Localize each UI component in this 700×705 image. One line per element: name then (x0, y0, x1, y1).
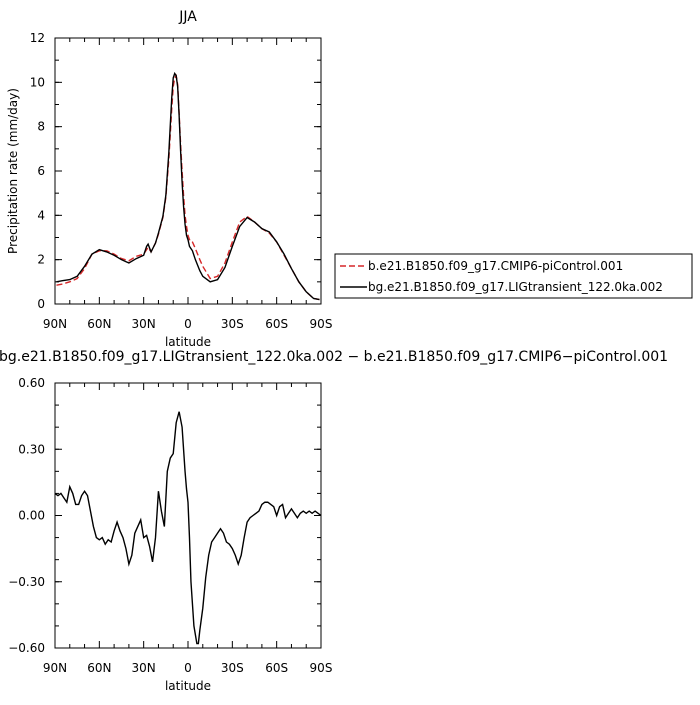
chart1-plot-frame (54, 37, 322, 305)
x-tick-label: 90N (43, 661, 67, 675)
y-tick-label: 0.60 (18, 376, 45, 390)
series-line-0 (56, 73, 320, 301)
chart2-series-group (54, 411, 322, 645)
y-tick-label: 4 (37, 208, 45, 222)
x-tick-label: 60S (265, 661, 288, 675)
x-tick-label: 90S (310, 317, 333, 331)
y-tick-label: 12 (30, 31, 45, 45)
precipitation-chart: JJA 90N 60N 30N 0 30S 60S 90S 0 2 4 6 8 10 12 Precipi… (6, 9, 693, 349)
chart1-ticks: 90N 60N 30N 0 30S 60S 90S 0 2 4 6 8 10 12 (30, 31, 333, 331)
x-tick-label: 30N (132, 661, 156, 675)
chart1-legend: b.e21.B1850.f09_g17.CMIP6-piControl.001 … (334, 253, 693, 299)
x-tick-label: 90N (43, 317, 67, 331)
x-tick-label: 60S (265, 317, 288, 331)
y-tick-label: −0.60 (8, 641, 45, 655)
y-tick-label: 0.30 (18, 442, 45, 456)
chart1-x-axis-label: latitude (165, 335, 211, 349)
x-tick-label: 30S (221, 661, 244, 675)
chart1-series-group (56, 71, 320, 301)
x-tick-label: 0 (184, 661, 192, 675)
x-tick-label: 0 (184, 317, 192, 331)
y-tick-label: 0 (37, 297, 45, 311)
chart2-title: bg.e21.B1850.f09_g17.LIGtransient_122.0k… (0, 349, 668, 365)
difference-chart: bg.e21.B1850.f09_g17.LIGtransient_122.0k… (0, 349, 668, 693)
chart2-ticks: 90N 60N 30N 0 30S 60S 90S 0.60 0.30 0.00 −0.30 −0.6… (8, 376, 332, 675)
y-tick-label: 10 (30, 75, 45, 89)
x-tick-label: 60N (87, 317, 111, 331)
y-tick-label: −0.30 (8, 575, 45, 589)
y-tick-label: 0.00 (18, 509, 45, 523)
chart1-title: JJA (178, 9, 197, 25)
y-tick-label: 8 (37, 120, 45, 134)
chart1-y-axis-label: Precipitation rate (mm/day) (6, 88, 20, 254)
x-tick-label: 60N (87, 661, 111, 675)
y-tick-label: 2 (37, 253, 45, 267)
x-tick-label: 90S (310, 661, 333, 675)
legend-frame (334, 253, 693, 299)
chart2-x-axis-label: latitude (165, 679, 211, 693)
series-line-1 (56, 71, 320, 301)
series-line-0 (54, 411, 322, 645)
x-tick-label: 30N (132, 317, 156, 331)
y-tick-label: 6 (37, 164, 45, 178)
x-tick-label: 30S (221, 317, 244, 331)
legend-label-ligtransient: bg.e21.B1850.f09_g17.LIGtransient_122.0k… (368, 280, 663, 294)
legend-label-picontrol: b.e21.B1850.f09_g17.CMIP6-piControl.001 (368, 259, 623, 273)
